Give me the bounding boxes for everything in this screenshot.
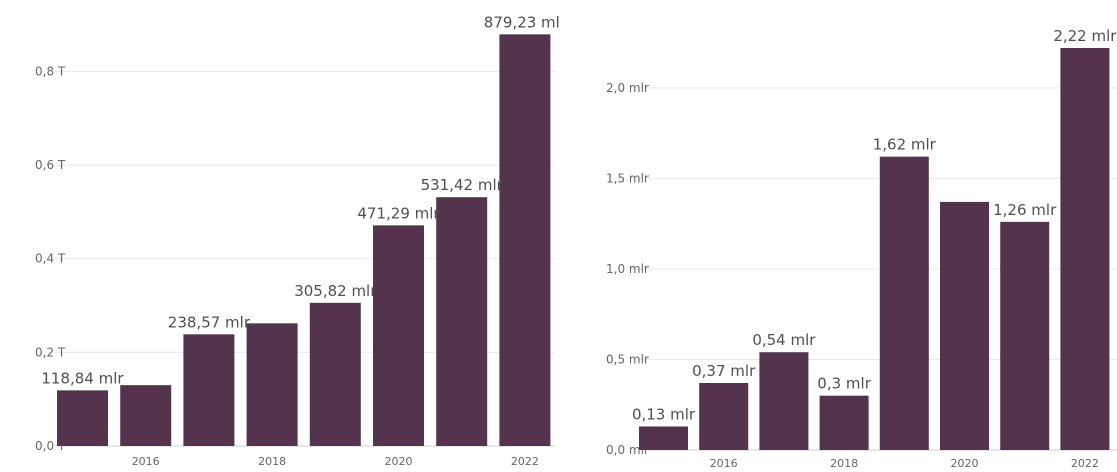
chart-right: 0,0 mlr 0,5 mlr 1,0 mlr 1,5 mlr 2,0 mlr 0,13 …: [568, 0, 1117, 472]
data-label-right-2015: 0,13 mlr: [632, 405, 696, 423]
bar-right-2019[interactable]: [879, 156, 929, 450]
x-tick-right-2020: 2020: [951, 457, 979, 470]
x-tick-right-2018: 2018: [830, 457, 858, 470]
bar-right-2020[interactable]: [940, 201, 989, 450]
y-tick-left-3: 0,6 T: [35, 158, 66, 172]
x-tick-right-2022: 2022: [1071, 457, 1099, 470]
bar-left-2016[interactable]: [120, 385, 172, 446]
data-label-right-2021: 1,26 mlr: [993, 201, 1057, 219]
data-label-right-2016: 0,37 mlr: [692, 362, 756, 380]
data-label-left-2022: 879,23 mlr: [484, 13, 560, 31]
bar-right-2018[interactable]: [819, 395, 869, 450]
data-label-left-2021: 531,42 mlr: [421, 176, 504, 194]
bar-right-2017[interactable]: [759, 352, 809, 450]
x-tick-left-2018: 2018: [258, 455, 286, 468]
bar-left-2017[interactable]: [183, 334, 235, 446]
y-tick-right-2: 1,0 mlr: [606, 262, 649, 276]
bar-right-2016[interactable]: [699, 383, 749, 450]
x-tick-left-2016: 2016: [132, 455, 160, 468]
bar-left-2022[interactable]: [499, 34, 551, 446]
y-tick-left-2: 0,4 T: [35, 252, 66, 266]
bar-left-2018[interactable]: [246, 323, 298, 446]
data-label-left-2015: 118,84 mlr: [41, 369, 124, 387]
x-tick-right-2016: 2016: [710, 457, 738, 470]
y-tick-left-4: 0,8 T: [35, 64, 66, 78]
y-tick-right-3: 1,5 mlr: [606, 171, 649, 185]
bar-left-2020[interactable]: [373, 225, 424, 446]
data-label-right-2022: 2,22 mlr: [1053, 27, 1117, 45]
chart-right-svg: 0,0 mlr 0,5 mlr 1,0 mlr 1,5 mlr 2,0 mlr 0,13 …: [606, 27, 1117, 470]
bar-right-2022[interactable]: [1060, 48, 1110, 450]
y-tick-left-1: 0,2 T: [35, 345, 66, 359]
data-label-left-2017: 238,57 mlr: [168, 313, 251, 331]
bar-right-2015[interactable]: [639, 426, 688, 450]
y-tick-right-4: 2,0 mlr: [606, 81, 649, 95]
y-tick-right-0: 0,0 mlr: [606, 443, 649, 457]
data-label-right-2017: 0,54 mlr: [752, 331, 816, 349]
data-label-right-2018: 0,3 mlr: [817, 375, 871, 393]
bar-left-2015[interactable]: [57, 390, 108, 446]
bar-right-2021[interactable]: [1000, 221, 1050, 450]
data-label-left-2020: 471,29 mlr: [357, 204, 440, 222]
x-tick-left-2020: 2020: [385, 455, 413, 468]
y-tick-right-1: 0,5 mlr: [606, 352, 649, 366]
chart-left: 0,0 T 0,2 T 0,4 T 0,6 T 0,8 T 118,84 mlr 238,5…: [35, 13, 560, 468]
data-label-right-2019: 1,62 mlr: [873, 136, 937, 154]
data-label-left-2019: 305,82 mlr: [294, 282, 377, 300]
bar-left-2019[interactable]: [309, 302, 361, 446]
bar-left-2021[interactable]: [436, 197, 488, 446]
x-tick-left-2022: 2022: [511, 455, 539, 468]
